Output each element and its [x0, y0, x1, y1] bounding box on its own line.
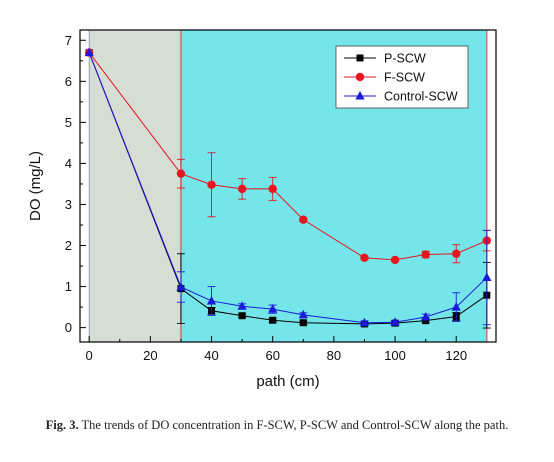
x-tick-label: 100	[384, 348, 406, 363]
data-point	[421, 250, 430, 259]
data-point	[390, 317, 400, 326]
y-tick-label: 4	[65, 156, 72, 171]
data-point	[268, 184, 277, 194]
data-point	[206, 295, 217, 305]
caption-label: Fig. 3.	[45, 418, 79, 432]
y-tick-label: 2	[65, 238, 72, 253]
legend-marker	[355, 72, 365, 82]
legend-label: F-SCW	[384, 71, 425, 85]
data-point	[299, 319, 307, 327]
data-point	[422, 317, 430, 325]
y-tick-label: 5	[65, 115, 72, 130]
y-tick-label: 6	[65, 74, 72, 89]
data-point	[269, 316, 277, 324]
data-point	[390, 255, 400, 265]
legend-label: Control-SCW	[384, 90, 458, 104]
x-tick-label: 80	[327, 348, 341, 363]
x-tick-label: 60	[265, 348, 279, 363]
data-point	[176, 281, 186, 291]
axes: 0 20 40 60 80 100 120 0 1 2 3 4 5 6 7	[65, 33, 467, 363]
data-point	[451, 302, 461, 311]
data-point	[237, 301, 247, 310]
data-point	[176, 169, 186, 178]
legend-label: P-SCW	[384, 52, 426, 66]
legend-marker	[356, 54, 364, 62]
y-tick-label: 3	[65, 197, 72, 212]
series-triangle	[84, 47, 492, 327]
data-point	[237, 184, 247, 194]
plot-frame	[79, 29, 497, 343]
y-tick-label: 1	[65, 279, 72, 294]
y-tick-label: 7	[65, 33, 72, 48]
legend: P-SCW F-SCW Control-SCW	[335, 45, 469, 109]
data-point	[359, 317, 370, 327]
data-point	[299, 215, 308, 224]
data-point	[421, 311, 431, 321]
data-point	[482, 272, 492, 282]
y-axis-label: DO (mg/L)	[27, 151, 44, 221]
series-layer	[84, 47, 492, 329]
data-point	[360, 253, 369, 263]
figure-caption: Fig. 3. The trends of DO concentration i…	[0, 418, 554, 433]
y-tick-label: 0	[65, 320, 72, 335]
x-tick-label: 120	[445, 348, 467, 363]
x-tick-label: 0	[86, 348, 93, 363]
data-point	[298, 309, 308, 319]
legend-marker	[355, 91, 365, 100]
data-point	[207, 180, 216, 189]
background-region-1	[89, 30, 181, 342]
caption-text: The trends of DO concentration in F-SCW,…	[78, 418, 509, 432]
x-axis-label: path (cm)	[256, 373, 319, 390]
data-point	[84, 47, 94, 57]
data-point	[238, 312, 246, 320]
x-tick-label: 40	[204, 348, 218, 363]
do-trend-chart: 0 20 40 60 80 100 120 0 1 2 3 4 5 6 7 P-SCW F-SCW Contro…	[27, 29, 497, 390]
data-point	[268, 304, 278, 313]
x-tick-label: 20	[143, 348, 157, 363]
data-point	[452, 249, 461, 258]
